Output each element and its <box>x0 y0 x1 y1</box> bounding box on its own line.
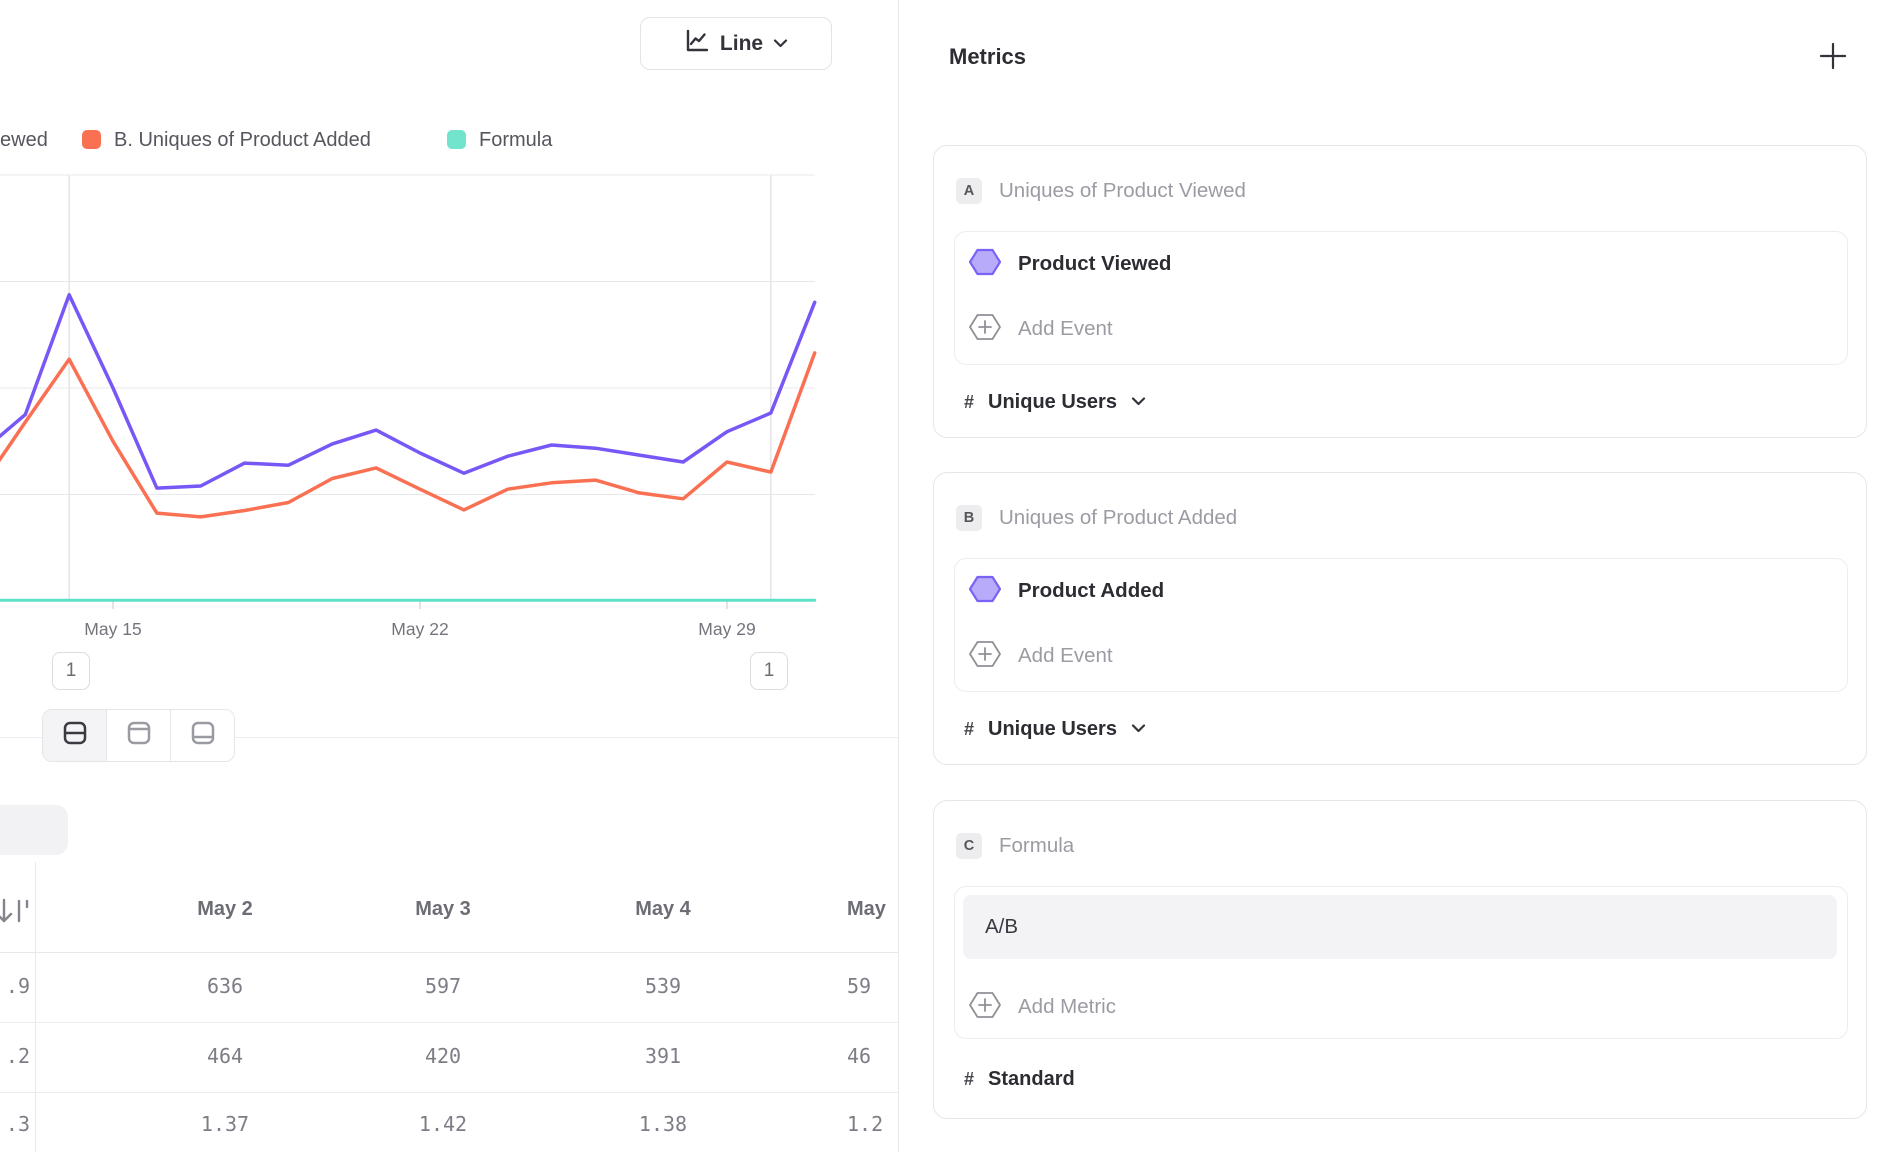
split-view-icon <box>63 721 87 750</box>
table-row-divider <box>0 1092 898 1093</box>
metric-badge-c: C <box>956 833 982 859</box>
table-cell: 1.42 <box>418 1112 468 1136</box>
table-cell: 597 <box>424 974 462 998</box>
table-cell: 1.38 <box>638 1112 688 1136</box>
table-header-may5[interactable]: May <box>847 898 886 920</box>
table-cell: 636 <box>206 974 244 998</box>
table-only-icon <box>191 721 215 750</box>
add-event-hexagon-plus-icon <box>969 640 1001 673</box>
svg-text:May 22: May 22 <box>391 619 448 639</box>
event-hexagon-icon <box>968 575 1002 608</box>
legend-item-b[interactable]: B. Uniques of Product Added <box>114 129 371 151</box>
chart-type-dropdown[interactable]: Line <box>640 17 832 70</box>
chevron-down-icon <box>1131 720 1146 738</box>
table-cell: 1.2 <box>847 1112 884 1136</box>
metric-badge-b: B <box>956 505 982 531</box>
metric-card-c: C Formula A/B Add Metric # Standard <box>933 800 1867 1119</box>
legend-item-a[interactable]: ewed <box>0 129 48 151</box>
sort-icon[interactable] <box>0 896 34 931</box>
table-cell: 420 <box>424 1044 462 1068</box>
section-divider <box>0 737 898 738</box>
layout-chart-only-button[interactable] <box>106 710 170 761</box>
layout-split-view-button[interactable] <box>43 710 106 761</box>
event-row-product-viewed[interactable]: Product Viewed <box>968 248 1172 281</box>
metrics-panel-title: Metrics <box>949 44 1027 69</box>
metric-title-a: Uniques of Product Viewed <box>999 179 1246 202</box>
table-cell: 539 <box>644 974 682 998</box>
table-row-divider <box>0 1022 898 1023</box>
annotation-badge-2[interactable]: 1 <box>750 652 788 690</box>
metric-title-c: Formula <box>999 834 1075 857</box>
metric-card-b: B Uniques of Product Added Product Added <box>933 472 1867 765</box>
table-header-may4[interactable]: May 4 <box>635 898 691 920</box>
measure-label: Unique Users <box>988 717 1117 740</box>
table-header-may2[interactable]: May 2 <box>197 898 253 920</box>
metrics-panel: Metrics A Uniques of Product Viewed Prod… <box>898 0 1898 1152</box>
chart-type-label: Line <box>719 31 764 55</box>
measure-standard[interactable]: # Standard <box>964 1066 1075 1092</box>
line-chart-icon <box>684 28 710 59</box>
table-frozen-divider <box>35 862 36 1152</box>
table-row-a-frozen: .9 <box>5 974 30 998</box>
event-row-product-added[interactable]: Product Added <box>968 575 1165 608</box>
table-cell: 46 <box>847 1044 872 1068</box>
chevron-down-icon <box>1131 393 1146 411</box>
table-cell: 1.37 <box>200 1112 250 1136</box>
add-event-label: Add Event <box>1018 644 1113 667</box>
event-box-a: Product Viewed Add Event <box>954 231 1848 365</box>
metric-title-b: Uniques of Product Added <box>999 506 1238 529</box>
event-box-b: Product Added Add Event <box>954 558 1848 692</box>
table-header-divider <box>0 952 898 953</box>
table-cell: 391 <box>644 1044 682 1068</box>
plus-icon <box>1818 41 1848 76</box>
event-hexagon-icon <box>968 248 1002 281</box>
measure-label: Unique Users <box>988 390 1117 413</box>
legend-item-formula[interactable]: Formula <box>479 129 553 151</box>
table-cell: 464 <box>206 1044 244 1068</box>
chart-panel: Line ewed B. Uniques of Product Added Fo… <box>0 0 898 1152</box>
hash-icon: # <box>964 1068 975 1089</box>
chevron-down-icon <box>773 35 788 53</box>
layout-table-only-button[interactable] <box>170 710 234 761</box>
add-metric-button[interactable]: Add Metric <box>969 991 1116 1024</box>
metric-card-a: A Uniques of Product Viewed Product View… <box>933 145 1867 438</box>
layout-toggle <box>42 709 235 762</box>
event-name: Product Viewed <box>1018 252 1172 275</box>
measure-label: Standard <box>988 1067 1075 1090</box>
table-series-pill[interactable] <box>0 805 68 855</box>
formula-input[interactable]: A/B <box>963 895 1837 959</box>
add-event-button[interactable]: Add Event <box>969 313 1113 346</box>
hash-icon: # <box>964 718 975 739</box>
table-row-b-frozen: .2 <box>5 1044 30 1068</box>
add-metric-label: Add Metric <box>1018 995 1116 1018</box>
event-name: Product Added <box>1018 579 1165 602</box>
metric-badge-a: A <box>956 178 982 204</box>
legend-swatch-b[interactable] <box>82 130 101 149</box>
measure-dropdown-a[interactable]: # Unique Users <box>964 389 1146 415</box>
add-event-hexagon-plus-icon <box>969 313 1001 346</box>
table-cell: 59 <box>847 974 872 998</box>
svg-text:May 15: May 15 <box>84 619 141 639</box>
legend-swatch-formula[interactable] <box>447 130 466 149</box>
table-header-may3[interactable]: May 3 <box>415 898 471 920</box>
annotation-badge-1[interactable]: 1 <box>52 652 90 690</box>
line-chart: May 15 May 22 May 29 <box>0 174 817 639</box>
add-metric-hexagon-plus-icon <box>969 991 1001 1024</box>
add-metric-plus-button[interactable] <box>1817 42 1849 74</box>
add-event-label: Add Event <box>1018 317 1113 340</box>
chart-only-icon <box>127 721 151 750</box>
measure-dropdown-b[interactable]: # Unique Users <box>964 716 1146 742</box>
table-row-formula-frozen: .3 <box>5 1112 30 1136</box>
formula-box: A/B Add Metric <box>954 886 1848 1039</box>
add-event-button[interactable]: Add Event <box>969 640 1113 673</box>
hash-icon: # <box>964 391 975 412</box>
svg-text:May 29: May 29 <box>698 619 755 639</box>
